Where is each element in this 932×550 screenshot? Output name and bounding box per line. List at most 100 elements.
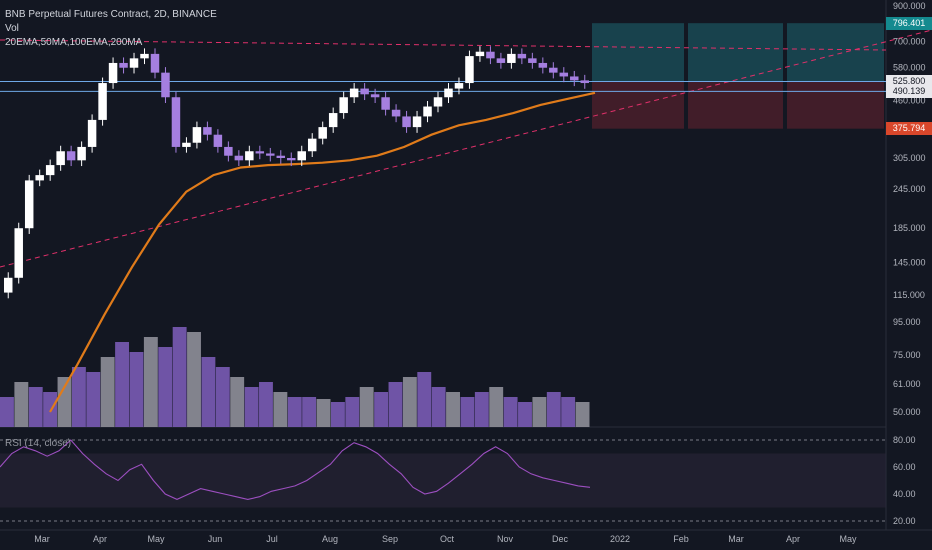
candle-body <box>108 62 118 84</box>
target-zone <box>688 23 783 82</box>
price-tick-label: 900.000 <box>893 1 926 11</box>
rsi-band <box>0 453 886 508</box>
volume-bar <box>244 387 259 427</box>
candle-body <box>528 58 537 63</box>
time-tick-label: 2022 <box>610 534 630 544</box>
time-tick-label: Sep <box>382 534 398 544</box>
candle-body <box>580 80 589 84</box>
candle-body <box>234 155 244 161</box>
candle-body <box>255 151 265 154</box>
volume-bar <box>345 397 360 427</box>
volume-bar <box>115 342 130 427</box>
candle-body <box>360 88 369 95</box>
candle-body <box>266 153 275 156</box>
candle-body <box>349 88 359 98</box>
rsi-tick-label: 40.00 <box>893 489 916 499</box>
symbol-title[interactable]: BNB Perpetual Futures Contract, 2D, BINA… <box>5 9 217 20</box>
volume-bar <box>0 397 14 427</box>
candle-body <box>77 146 86 161</box>
entry-price-label: 525.800 <box>886 74 932 88</box>
price-tick-label: 460.000 <box>893 95 926 105</box>
volume-bar <box>143 337 158 427</box>
candle-body <box>14 228 23 278</box>
rsi-tick-label: 20.00 <box>893 516 916 526</box>
target-zone <box>787 23 884 82</box>
candle-body <box>423 106 432 117</box>
candle-body <box>56 151 65 166</box>
candle-body <box>475 51 485 57</box>
volume-bar <box>28 387 43 427</box>
volume-bars <box>0 327 590 427</box>
candle-body <box>318 127 327 139</box>
candle-body <box>129 58 139 68</box>
candle-body <box>150 53 160 73</box>
time-tick-label: Apr <box>786 534 800 544</box>
indicators-legend[interactable]: 20EMA,50MA,100EMA,200MA <box>5 37 143 48</box>
volume-bar <box>187 332 201 427</box>
price-tick-label: 700.000 <box>893 36 926 46</box>
volume-bar <box>431 387 446 427</box>
ema-line <box>49 91 596 413</box>
volume-bar <box>259 382 273 427</box>
candle-body <box>213 134 223 147</box>
candle-body <box>307 138 317 152</box>
candle-body <box>507 53 516 63</box>
candle-body <box>161 72 170 98</box>
candle-body <box>412 116 422 128</box>
candle-body <box>287 157 296 161</box>
time-tick-label: Feb <box>673 534 689 544</box>
candlesticks <box>4 46 589 299</box>
time-tick-label: Mar <box>728 534 744 544</box>
volume-bar <box>57 377 72 427</box>
candle-body <box>517 53 527 59</box>
volume-bar <box>129 352 144 427</box>
volume-legend[interactable]: Vol <box>5 23 19 34</box>
volume-bar <box>388 382 403 427</box>
candle-body <box>4 277 13 293</box>
ascending-trendline <box>0 29 932 268</box>
volume-bar <box>330 402 345 427</box>
candle-body <box>559 72 569 77</box>
volume-bar <box>273 392 288 427</box>
price-tick-label: 245.000 <box>893 184 926 194</box>
candle-body <box>454 83 464 89</box>
time-axis[interactable]: Mar Apr May Jun Jul Aug Sep Oct Nov Dec 2022 Feb Mar… <box>34 534 857 544</box>
price-tick-label: 305.000 <box>893 153 926 163</box>
volume-bar <box>14 382 29 427</box>
candle-body <box>402 116 411 128</box>
candle-body <box>203 127 212 135</box>
trend-lines[interactable] <box>0 29 932 268</box>
time-tick-label: Nov <box>497 534 514 544</box>
price-tick-label: 61.000 <box>893 379 921 389</box>
volume-bar <box>374 392 389 427</box>
price-tick-label: 50.000 <box>893 407 921 417</box>
candle-body <box>35 175 44 181</box>
time-tick-label: Oct <box>440 534 455 544</box>
volume-bar <box>359 387 374 427</box>
candle-body <box>192 127 202 143</box>
volume-bar <box>201 357 216 427</box>
time-tick-label: Aug <box>322 534 338 544</box>
rsi-legend[interactable]: RSI (14, close) <box>5 438 72 449</box>
volume-bar <box>43 392 58 427</box>
candle-body <box>486 51 495 59</box>
candle-body <box>433 97 443 107</box>
volume-bar <box>575 402 590 427</box>
stop-zone <box>787 81 884 129</box>
volume-bar <box>503 397 518 427</box>
candle-body <box>391 109 401 117</box>
rsi-pane <box>0 439 886 522</box>
volume-bar <box>446 392 460 427</box>
candle-body <box>328 113 338 128</box>
time-tick-label: Dec <box>552 534 569 544</box>
candle-body <box>444 88 453 98</box>
time-tick-label: May <box>147 534 165 544</box>
candle-body <box>538 62 548 68</box>
volume-bar <box>172 327 187 427</box>
position-zones[interactable] <box>592 23 884 129</box>
stop-price-label: 375.794 <box>886 122 932 136</box>
candle-body <box>24 180 34 229</box>
price-tick-label: 75.000 <box>893 350 921 360</box>
volume-bar <box>302 397 317 427</box>
